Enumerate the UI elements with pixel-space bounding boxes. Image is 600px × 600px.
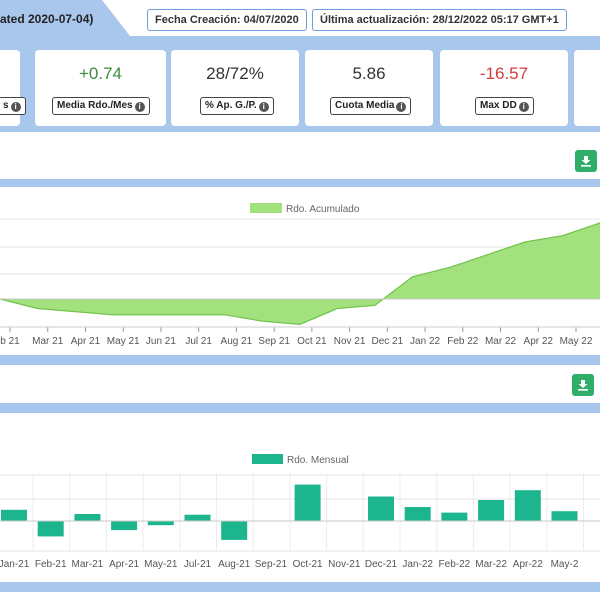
stat-label[interactable]: Max DD i [475, 97, 534, 115]
x-tick-label: Apr 22 [524, 336, 554, 347]
bar[interactable] [111, 521, 138, 531]
x-tick-label: Apr-21 [109, 559, 139, 570]
x-tick-label: Jul 21 [185, 336, 212, 347]
x-tick-label: May-21 [144, 559, 178, 570]
bar[interactable] [1, 509, 27, 521]
stat-card-6 [574, 50, 600, 126]
stat-label[interactable]: % Ap. G./P. i [200, 97, 274, 115]
info-icon: i [134, 102, 145, 112]
x-tick-label: Jun 21 [146, 336, 176, 347]
x-tick-label: Sep 21 [258, 336, 290, 347]
x-tick-label: May-2 [551, 559, 579, 570]
x-tick-label: Apr-22 [513, 559, 543, 570]
x-tick-label: Mar 21 [32, 336, 64, 347]
download-icon [581, 156, 591, 167]
legend-label: Rdo. Acumulado [286, 204, 360, 215]
legend-swatch [252, 454, 283, 464]
x-tick-label: Mar 22 [485, 336, 517, 347]
stat-card-avg-month: +0.74 Media Rdo./Mes i [35, 50, 166, 126]
x-tick-label: Oct 21 [297, 336, 327, 347]
x-tick-label: Jan-22 [402, 559, 433, 570]
x-tick-label: Sep-21 [255, 559, 288, 570]
strategy-title: ated 2020-07-04) [0, 12, 94, 26]
x-tick-label: Jul-21 [184, 559, 212, 570]
stat-value: -16.57 [479, 64, 529, 83]
bar[interactable] [74, 514, 101, 521]
legend-label: Rdo. Mensual [287, 455, 349, 466]
stat-value: 5.86 [352, 64, 386, 83]
x-tick-label: Jan 22 [410, 336, 440, 347]
bar[interactable] [441, 512, 468, 521]
bar[interactable] [294, 484, 321, 521]
download-button[interactable] [575, 150, 597, 172]
bar[interactable] [221, 521, 248, 540]
download-icon [578, 380, 588, 391]
bar[interactable] [37, 521, 64, 537]
bar[interactable] [147, 521, 174, 526]
x-tick-label: Oct-21 [293, 559, 323, 570]
bar[interactable] [404, 507, 431, 521]
stat-card-avg-odds: 5.86 Cuota Media i [305, 50, 433, 126]
section-divider [0, 582, 600, 592]
legend-swatch [250, 203, 282, 213]
x-tick-label: Nov 21 [334, 336, 366, 347]
bar[interactable] [478, 500, 505, 521]
bar[interactable] [514, 490, 541, 521]
area-line [0, 222, 600, 325]
x-tick-label: Apr 21 [71, 336, 101, 347]
x-tick-label: Feb-21 [35, 559, 67, 570]
bar[interactable] [184, 514, 211, 521]
info-icon: i [518, 102, 529, 112]
stat-label-text: Media Rdo./Mes [57, 100, 133, 111]
x-tick-label: May 21 [107, 336, 140, 347]
bar[interactable] [368, 496, 394, 522]
x-tick-label: Aug-21 [218, 559, 251, 570]
info-icon: i [10, 102, 21, 112]
x-tick-label: b 21 [0, 336, 20, 347]
stat-label-text: s [3, 100, 9, 111]
section-divider [0, 403, 600, 413]
stat-value: +0.74 [78, 64, 122, 83]
accumulated-chart: Rdo. Acumulado b 21 Mar 21 Apr 21 May 21 Jun … [0, 203, 600, 347]
stat-label-text: % Ap. G./P. [205, 100, 257, 111]
x-tick-label: Mar-22 [475, 559, 507, 570]
stat-label-text: Cuota Media [335, 100, 395, 111]
x-tick-label: Dec-21 [365, 559, 398, 570]
stat-label[interactable]: Cuota Media i [330, 97, 412, 115]
x-tick-label: Aug 21 [221, 336, 253, 347]
download-button[interactable] [572, 374, 594, 396]
stat-card-win-loss: 28/72% % Ap. G./P. i [171, 50, 299, 126]
x-tick-label: Jan-21 [0, 559, 30, 570]
x-tick-label: May 22 [560, 336, 593, 347]
x-tick-label: Mar-21 [72, 559, 104, 570]
creation-date-chip: Fecha Creación: 04/07/2020 [147, 9, 307, 31]
last-update-chip: Última actualización: 28/12/2022 05:17 G… [312, 9, 567, 31]
info-icon: i [396, 102, 407, 112]
x-tick-label: Feb 22 [447, 336, 479, 347]
section-divider [0, 179, 600, 187]
info-icon: i [258, 102, 269, 112]
stat-value: 28/72% [206, 64, 264, 83]
x-tick-label: Feb-22 [439, 559, 471, 570]
stat-label-text: Max DD [480, 100, 517, 111]
x-tick-label: Nov-21 [328, 559, 361, 570]
bar[interactable] [551, 511, 578, 521]
monthly-chart: Rdo. Mensual Jan-21 Feb-21 Mar-21 Apr-21 May-… [0, 454, 600, 570]
stat-label[interactable]: Media Rdo./Mes i [52, 97, 150, 115]
section-divider [0, 355, 600, 365]
x-tick-label: Dec 21 [371, 336, 403, 347]
stat-card-max-dd: -16.57 Max DD i [440, 50, 568, 126]
